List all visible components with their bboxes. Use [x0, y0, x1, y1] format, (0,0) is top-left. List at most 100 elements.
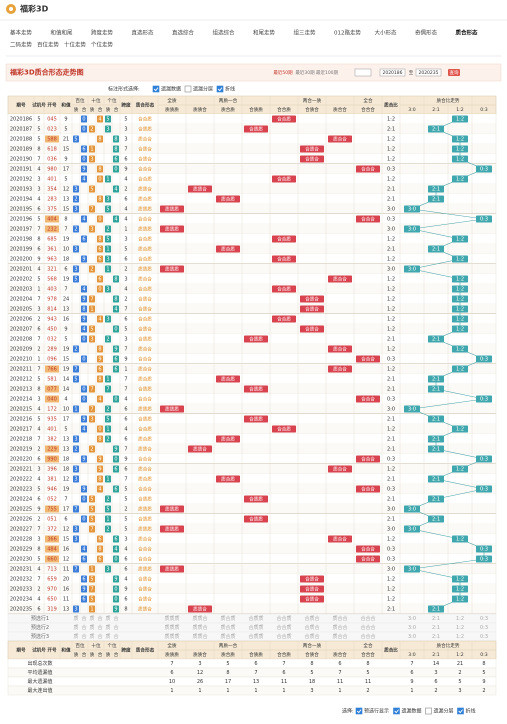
footer-option[interactable]: 预选行显示: [364, 708, 389, 715]
preselect-cell[interactable]: 合合合: [360, 615, 375, 622]
preselect-cell[interactable]: 合合质: [276, 633, 291, 640]
footer-option[interactable]: 遗漏分层: [434, 708, 454, 715]
preselect-cell[interactable]: 0:3: [480, 625, 488, 631]
option-label[interactable]: 折线: [225, 86, 235, 93]
ratio-cell: 1:2: [387, 177, 395, 183]
preselect-cell[interactable]: 质: [89, 624, 94, 631]
preselect-cell[interactable]: 2:1: [432, 625, 440, 631]
preselect-cell[interactable]: 质质质: [164, 624, 179, 631]
preselect-cell[interactable]: 2:1: [432, 634, 440, 640]
preselect-cell[interactable]: 质质合: [192, 624, 207, 631]
preselect-cell[interactable]: 合: [97, 633, 102, 640]
preselect-cell[interactable]: 质合质: [220, 615, 235, 622]
preselect-cell[interactable]: 质合质: [220, 633, 235, 640]
shape-cell: 质合合: [138, 346, 152, 353]
range-link[interactable]: 最近100期: [316, 69, 339, 76]
preselect-cell[interactable]: 质合合: [332, 624, 347, 631]
nav-tab[interactable]: 百位走势: [37, 41, 60, 49]
preselect-cell[interactable]: 3:0: [408, 634, 416, 640]
preselect-cell[interactable]: 合合合: [360, 633, 375, 640]
range-link[interactable]: 最近30期: [295, 69, 315, 76]
footer-option[interactable]: 遗漏数据: [402, 708, 422, 715]
preselect-cell[interactable]: 合质合: [304, 633, 319, 640]
preselect-cell[interactable]: 合: [113, 624, 118, 631]
digit-box: [105, 565, 111, 573]
nav-tab[interactable]: 直选形态: [132, 29, 155, 37]
preselect-cell[interactable]: 合合质: [276, 615, 291, 622]
preselect-cell[interactable]: 质: [89, 633, 94, 640]
nav-tab[interactable]: 奇偶形态: [415, 29, 438, 37]
preselect-cell[interactable]: 质: [105, 615, 110, 622]
preselect-cell[interactable]: 合合质: [276, 624, 291, 631]
span-cell: 3: [124, 277, 127, 283]
preselect-cell[interactable]: 1:2: [456, 634, 464, 640]
query-label[interactable]: 查询: [450, 69, 459, 76]
ratio-badge-text: 0:3: [480, 547, 488, 553]
preselect-cell[interactable]: 合: [81, 615, 86, 622]
footer-checkbox: [393, 707, 400, 715]
digit-box: [73, 565, 79, 573]
option-label[interactable]: 遗漏分层: [193, 86, 213, 93]
nav-tab[interactable]: 组选综合: [213, 29, 236, 37]
nav-tab[interactable]: 组三走势: [294, 29, 317, 37]
preselect-cell[interactable]: 0:3: [480, 634, 488, 640]
nav-tab[interactable]: 和值和尾: [51, 29, 74, 37]
preselect-cell[interactable]: 合: [97, 615, 102, 622]
preselect-cell[interactable]: 质: [73, 615, 78, 622]
preselect-cell[interactable]: 2:1: [432, 616, 440, 622]
nav-tab[interactable]: 基本走势: [10, 29, 33, 37]
preselect-cell[interactable]: 3:0: [408, 625, 416, 631]
preselect-cell[interactable]: 质质质: [164, 615, 179, 622]
nav-tab[interactable]: 012路走势: [334, 29, 361, 37]
nav-tab[interactable]: 二码走势: [10, 41, 33, 49]
preselect-cell[interactable]: 质质合: [192, 615, 207, 622]
preselect-cell[interactable]: 质质合: [192, 633, 207, 640]
preselect-cell[interactable]: 质合合: [332, 615, 347, 622]
sum-cell: 5: [64, 427, 67, 433]
issue-cell: 2020189: [10, 147, 32, 153]
preselect-cell[interactable]: 合: [113, 633, 118, 640]
nav-tab[interactable]: 大小形态: [375, 29, 398, 37]
span-cell: 7: [124, 387, 127, 393]
ratio-badge-text: 3:0: [408, 567, 416, 573]
number-cell: 404: [47, 217, 57, 223]
option-label[interactable]: 遗漏数据: [161, 86, 181, 93]
footer-option[interactable]: 折线: [466, 708, 476, 715]
preselect-cell[interactable]: 质: [89, 615, 94, 622]
preselect-cell[interactable]: 1:2: [456, 625, 464, 631]
issue-cell: 2020197: [10, 227, 32, 233]
preselect-cell[interactable]: 合质质: [248, 633, 263, 640]
digit-text: 3: [106, 317, 109, 323]
preselect-cell[interactable]: 合质合: [304, 615, 319, 622]
nav-tab[interactable]: 质合形态: [456, 29, 479, 37]
preselect-cell[interactable]: 质: [105, 633, 110, 640]
preselect-cell[interactable]: 合质质: [248, 624, 263, 631]
nav-tab[interactable]: 十位走势: [64, 41, 87, 49]
preselect-cell[interactable]: 1:2: [456, 616, 464, 622]
preselect-cell[interactable]: 合: [97, 624, 102, 631]
digit-box: [89, 515, 95, 523]
nav-tab[interactable]: 个位走势: [91, 41, 114, 49]
preselect-cell[interactable]: 合质合: [304, 624, 319, 631]
preselect-cell[interactable]: 质: [73, 624, 78, 631]
nav-tab[interactable]: 和尾走势: [253, 29, 276, 37]
preselect-cell[interactable]: 合质质: [248, 615, 263, 622]
ratio-cell: 0:3: [387, 397, 395, 403]
preselect-cell[interactable]: 合: [81, 624, 86, 631]
preselect-cell[interactable]: 质: [105, 624, 110, 631]
preselect-cell[interactable]: 质: [73, 633, 78, 640]
preselect-cell[interactable]: 质合合: [332, 633, 347, 640]
range-link[interactable]: 最近50期: [273, 69, 293, 76]
preselect-cell[interactable]: 3:0: [408, 616, 416, 622]
preselect-cell[interactable]: 质质质: [164, 633, 179, 640]
digit-text: 0: [82, 117, 85, 123]
preselect-cell[interactable]: 合: [81, 633, 86, 640]
nav-tab[interactable]: 直选综合: [172, 29, 195, 37]
preselect-cell[interactable]: 合合合: [360, 624, 375, 631]
nav-tab[interactable]: 跨度走势: [91, 29, 114, 37]
preselect-cell[interactable]: 质合质: [220, 624, 235, 631]
ratio-badge-text: 0:3: [480, 167, 488, 173]
preselect-cell[interactable]: 0:3: [480, 616, 488, 622]
preselect-cell[interactable]: 合: [113, 615, 118, 622]
digit-box: [97, 245, 103, 253]
